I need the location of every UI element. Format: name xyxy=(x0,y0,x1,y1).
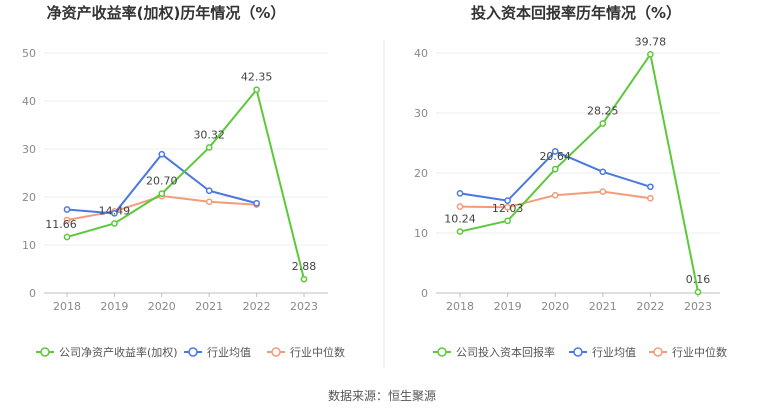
data-point xyxy=(551,191,559,199)
data-point xyxy=(599,188,607,195)
data-point xyxy=(111,220,118,227)
data-label: 39.78 xyxy=(635,35,667,48)
data-label: 2.88 xyxy=(292,260,317,273)
y-tick-label: 30 xyxy=(414,107,428,120)
chart-title: 投入资本回报率历年情况（%） xyxy=(471,4,681,22)
series-line-0 xyxy=(459,53,699,293)
data-point xyxy=(63,206,71,213)
x-tick-label: 2022 xyxy=(243,300,271,313)
x-tick-label: 2021 xyxy=(195,300,223,313)
data-label: 42.35 xyxy=(241,71,273,84)
x-tick-label: 2023 xyxy=(684,300,712,313)
data-point xyxy=(551,148,559,155)
data-point xyxy=(456,203,464,210)
chart-title: 净资产收益率(加权)历年情况（%） xyxy=(47,4,286,22)
data-point xyxy=(205,144,213,151)
data-point xyxy=(456,190,464,197)
data-label: 14.49 xyxy=(99,204,131,217)
legend-swatch-marker xyxy=(271,347,281,357)
data-point xyxy=(205,187,213,195)
x-tick-label: 2018 xyxy=(446,300,474,313)
y-tick-label: 40 xyxy=(22,95,36,108)
y-tick-label: 20 xyxy=(22,191,36,204)
data-point xyxy=(504,217,511,225)
y-tick-label: 30 xyxy=(22,143,36,156)
x-tick-label: 2021 xyxy=(589,300,617,313)
chart-panel-2: 投入资本回报率历年情况（%） 0 10 20 30 40 2018 2019 2020 2021 2… xyxy=(414,4,727,359)
x-tick-label: 2020 xyxy=(148,300,176,313)
data-label: 11.66 xyxy=(45,218,77,231)
legend-label: 公司净资产收益率(加权) xyxy=(59,345,178,359)
x-tick-label: 2019 xyxy=(494,300,522,313)
data-point xyxy=(504,197,511,204)
data-label: 0.16 xyxy=(686,273,711,286)
x-tick-label: 2022 xyxy=(636,300,664,313)
y-tick-label: 20 xyxy=(414,167,428,180)
chart-panel-1: 净资产收益率(加权)历年情况（%） 0 10 20 30 40 50 2018 2019 2020… xyxy=(22,4,345,359)
legend-label: 行业中位数 xyxy=(672,345,727,359)
x-tick-label: 2019 xyxy=(100,300,128,313)
y-tick-label: 0 xyxy=(29,287,36,300)
data-point xyxy=(456,228,464,235)
y-tick-label: 10 xyxy=(414,227,428,240)
data-label: 10.24 xyxy=(444,213,476,226)
x-tick-label: 2018 xyxy=(53,300,81,313)
data-label: 20.64 xyxy=(539,150,571,163)
data-point xyxy=(647,50,654,58)
data-point xyxy=(205,198,213,206)
legend-label: 行业均值 xyxy=(207,346,251,359)
source-note: 数据来源：恒生聚源 xyxy=(328,388,436,403)
legend-label: 行业均值 xyxy=(592,346,636,359)
y-tick-label: 10 xyxy=(22,239,36,252)
data-point xyxy=(599,168,607,176)
legend-swatch-marker xyxy=(188,347,198,357)
data-point xyxy=(63,216,71,224)
legend-swatch-marker xyxy=(40,347,50,357)
data-point xyxy=(63,233,71,241)
legend-swatch-marker xyxy=(653,347,663,357)
data-label: 30.32 xyxy=(193,128,225,141)
data-point xyxy=(300,275,308,283)
legend-label: 行业中位数 xyxy=(290,345,345,359)
data-point xyxy=(158,190,166,197)
x-tick-label: 2020 xyxy=(541,300,569,313)
data-point xyxy=(694,288,702,296)
data-point xyxy=(111,209,118,217)
data-point xyxy=(504,203,511,211)
y-tick-label: 40 xyxy=(414,47,428,60)
data-point xyxy=(253,199,260,207)
data-point xyxy=(647,183,654,191)
data-point xyxy=(551,165,559,173)
data-point xyxy=(158,150,166,158)
legend-swatch-marker xyxy=(573,347,583,357)
data-point xyxy=(253,86,260,94)
data-label: 20.70 xyxy=(146,175,178,188)
series-line-0 xyxy=(66,88,305,280)
data-point xyxy=(599,120,607,127)
y-tick-label: 0 xyxy=(421,287,428,300)
series-line-2 xyxy=(66,195,257,222)
legend-label: 公司投入资本回报率 xyxy=(456,345,555,359)
data-label: 12.03 xyxy=(492,202,524,215)
y-tick-label: 50 xyxy=(22,47,36,60)
legend-swatch-marker xyxy=(437,347,447,357)
data-label: 28.25 xyxy=(587,105,619,118)
data-point xyxy=(647,194,654,202)
x-tick-label: 2023 xyxy=(290,300,318,313)
